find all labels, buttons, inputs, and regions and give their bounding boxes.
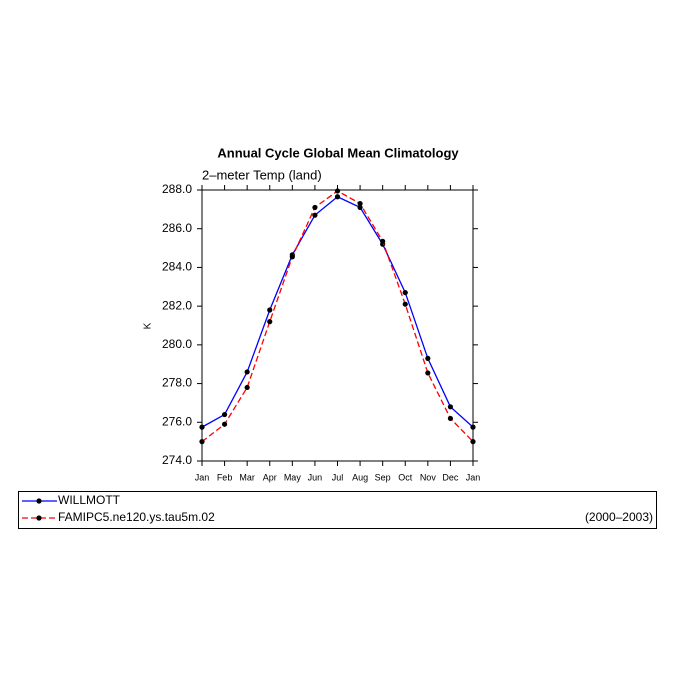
y-tick-label: 282.0 (162, 298, 192, 312)
y-tick-label: 288.0 (162, 182, 192, 196)
legend-marker (36, 515, 42, 521)
data-point (312, 204, 318, 211)
data-point (221, 421, 228, 427)
period-label: (2000–2003) (585, 510, 653, 524)
legend-label: FAMIPC5.ne120.ys.tau5m.02 (58, 510, 215, 524)
x-tick-label: Nov (420, 472, 437, 482)
data-point (470, 424, 476, 430)
x-tick-label: Dec (442, 472, 459, 482)
data-point (402, 289, 408, 296)
data-point (199, 439, 205, 445)
legend-label: WILLMOTT (58, 493, 121, 507)
legend-marker (36, 498, 42, 504)
x-tick-label: Jun (308, 472, 323, 482)
x-tick-label: Aug (352, 472, 368, 482)
chart-title: Annual Cycle Global Mean Climatology (217, 145, 459, 160)
data-point (244, 369, 250, 375)
data-point (312, 212, 318, 218)
x-tick-label: May (284, 472, 302, 482)
data-point (334, 188, 341, 194)
x-tick-label: Sep (375, 472, 391, 482)
y-tick-label: 286.0 (162, 221, 192, 235)
data-point (402, 301, 408, 307)
x-tick-label: Oct (398, 472, 413, 482)
data-point (447, 404, 454, 410)
data-point (425, 370, 431, 376)
y-tick-label: 278.0 (162, 376, 192, 390)
data-point (267, 307, 273, 313)
legend-box (18, 491, 657, 529)
y-tick-label: 274.0 (162, 453, 192, 467)
data-point (267, 319, 273, 325)
data-point (221, 411, 228, 418)
data-point (199, 424, 205, 430)
y-tick-label: 276.0 (162, 414, 192, 428)
x-tick-label: Jul (332, 472, 344, 482)
x-tick-label: Feb (217, 472, 233, 482)
data-point (470, 439, 476, 445)
data-point (357, 200, 363, 207)
y-axis-label: K (143, 322, 154, 329)
y-tick-label: 284.0 (162, 260, 192, 274)
data-point (425, 355, 431, 362)
data-point (244, 384, 250, 391)
data-point (380, 238, 386, 244)
data-point (447, 415, 454, 422)
x-tick-label: Mar (239, 472, 255, 482)
data-point (334, 194, 341, 200)
x-tick-label: Jan (466, 472, 481, 482)
chart-subtitle: 2–meter Temp (land) (202, 167, 322, 182)
y-tick-label: 280.0 (162, 337, 192, 351)
x-tick-label: Apr (263, 472, 277, 482)
x-tick-label: Jan (195, 472, 210, 482)
data-point (289, 254, 295, 260)
